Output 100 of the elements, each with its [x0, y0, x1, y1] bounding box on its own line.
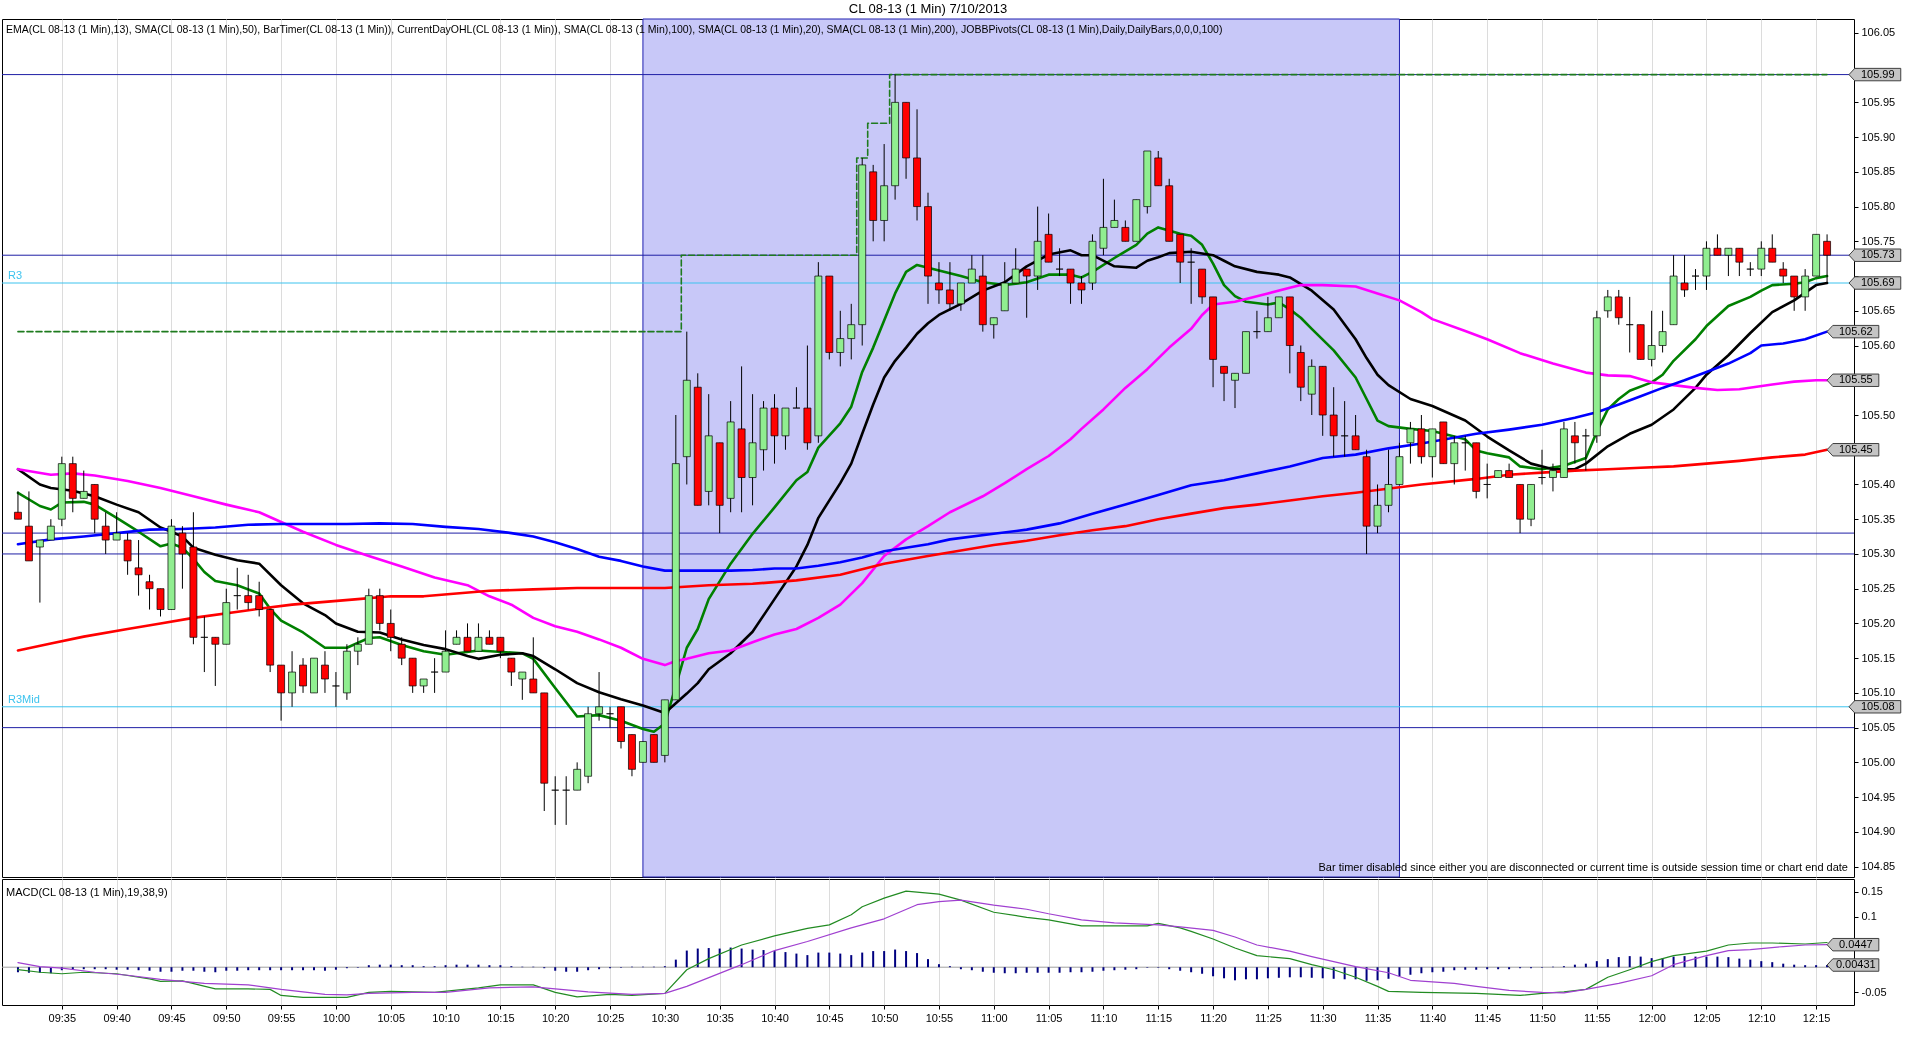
candlestick [1077, 275, 1086, 305]
bar [1102, 967, 1105, 971]
candlestick [134, 539, 143, 597]
candlestick [1768, 233, 1777, 263]
x-tick-label: 11:10 [1090, 1011, 1118, 1024]
x-tick-label: 10:05 [377, 1011, 406, 1024]
bar [115, 967, 118, 970]
candlestick [1735, 247, 1744, 277]
x-tick-label: 11:20 [1200, 1011, 1227, 1024]
y-tick-label: 105.15 [1861, 651, 1896, 664]
candlestick [1790, 275, 1799, 312]
candlestick [101, 511, 110, 555]
x-tick-label: 10:00 [322, 1011, 351, 1024]
bar [258, 967, 261, 971]
candlestick [1351, 414, 1360, 451]
x-tick-label: 10:50 [870, 1011, 899, 1024]
bar [126, 967, 129, 970]
bar [1310, 967, 1313, 978]
bar [1069, 967, 1072, 973]
bar [1497, 967, 1500, 970]
y-tick-label: 105.10 [1861, 686, 1896, 699]
candlestick [1121, 219, 1130, 242]
y-tick-label: 104.95 [1861, 790, 1896, 803]
x-tick-label: 10:15 [487, 1011, 515, 1024]
bar [170, 967, 173, 972]
x-tick-label: 11:55 [1583, 1011, 1611, 1024]
x-tick-label: 10:55 [925, 1011, 954, 1024]
candlestick [507, 657, 516, 687]
candlestick [1658, 310, 1667, 353]
bar [894, 949, 897, 968]
candlestick [639, 741, 647, 763]
candlestick [123, 532, 132, 576]
bar [1431, 967, 1434, 973]
ref-line-label: R3 [8, 269, 23, 281]
bar [367, 965, 370, 968]
chart-subtitle: EMA(CL 08-13 (1 Min),13), SMA(CL 08-13 (1 Min),50), BarTimer(CL 08-13 (1 Min)), CurrentDayOHL(CL 08-13 (1 Min)), SMA(CL 08-13 (1 Min),100), SMA(CL 08-13 (1 Min),20), SMA(CL 08-13 (1 Min),200), JOBBPivots(CL 08-13 (1 Min),Daily,DailyBars,0,0,0,100) [6, 23, 1223, 35]
annotation: 0.0447 [1838, 937, 1873, 950]
bar [1190, 967, 1193, 973]
y-tick-label: 106.05 [1861, 26, 1896, 39]
bar [1343, 967, 1346, 980]
bar [1442, 967, 1445, 972]
x-tick-label: 09:35 [48, 1011, 77, 1024]
candlestick [255, 581, 264, 617]
x-tick-label: 10:10 [432, 1011, 460, 1024]
bar [1738, 958, 1741, 968]
bar [959, 967, 962, 970]
candlestick [112, 511, 121, 541]
bar [269, 967, 272, 971]
x-tick-label: 11:00 [980, 1011, 1008, 1024]
bar [181, 967, 184, 971]
candlestick [792, 386, 801, 409]
x-tick-label: 09:55 [267, 1011, 296, 1024]
annotation: 105.99 [1860, 67, 1895, 80]
candlestick [1614, 289, 1623, 326]
bar [1727, 957, 1730, 968]
bar [1014, 967, 1017, 974]
bar [291, 967, 294, 971]
bar [1135, 967, 1138, 970]
annotation: 0.00431 [1835, 958, 1876, 971]
annotation: 105.08 [1860, 699, 1895, 712]
bar [1266, 967, 1269, 979]
candlestick [1549, 463, 1557, 492]
bar [214, 967, 217, 973]
x-tick-label: 09:50 [213, 1011, 241, 1024]
bar [1201, 967, 1204, 974]
candlestick [1022, 268, 1031, 319]
y-tick-label: 105.40 [1861, 477, 1896, 490]
bar [192, 967, 195, 971]
candlestick [79, 470, 88, 499]
candlestick [573, 761, 581, 791]
candlestick [1373, 483, 1382, 534]
candlestick [1066, 268, 1075, 305]
y-tick-label: 105.25 [1861, 582, 1896, 595]
bar [1288, 967, 1291, 978]
candlestick [14, 490, 22, 520]
bar [93, 967, 96, 970]
annotation: 105.55 [1838, 373, 1873, 386]
x-tick-label: 11:35 [1364, 1011, 1392, 1024]
bar [587, 967, 590, 971]
annotation: 105.45 [1838, 442, 1873, 455]
bar [981, 967, 984, 972]
annotation: 105.69 [1860, 276, 1895, 288]
bar [1628, 956, 1631, 968]
ref-line-label: R3Mid [8, 692, 40, 705]
candlestick [1275, 296, 1283, 319]
y-tick-label: 105.75 [1861, 234, 1896, 247]
bar [1771, 962, 1774, 968]
bar [784, 952, 787, 968]
candlestick [1384, 449, 1393, 513]
y-tick-label: 105.60 [1861, 339, 1896, 352]
candlestick [1779, 261, 1788, 284]
x-tick-label: 12:10 [1748, 1011, 1776, 1024]
candlestick [47, 518, 55, 541]
x-tick-label: 10:35 [706, 1011, 734, 1024]
bar [1464, 967, 1467, 970]
bar [1223, 967, 1226, 979]
bar [1398, 967, 1401, 977]
candlestick [299, 657, 307, 694]
bar [1683, 956, 1686, 968]
bar [937, 964, 940, 968]
